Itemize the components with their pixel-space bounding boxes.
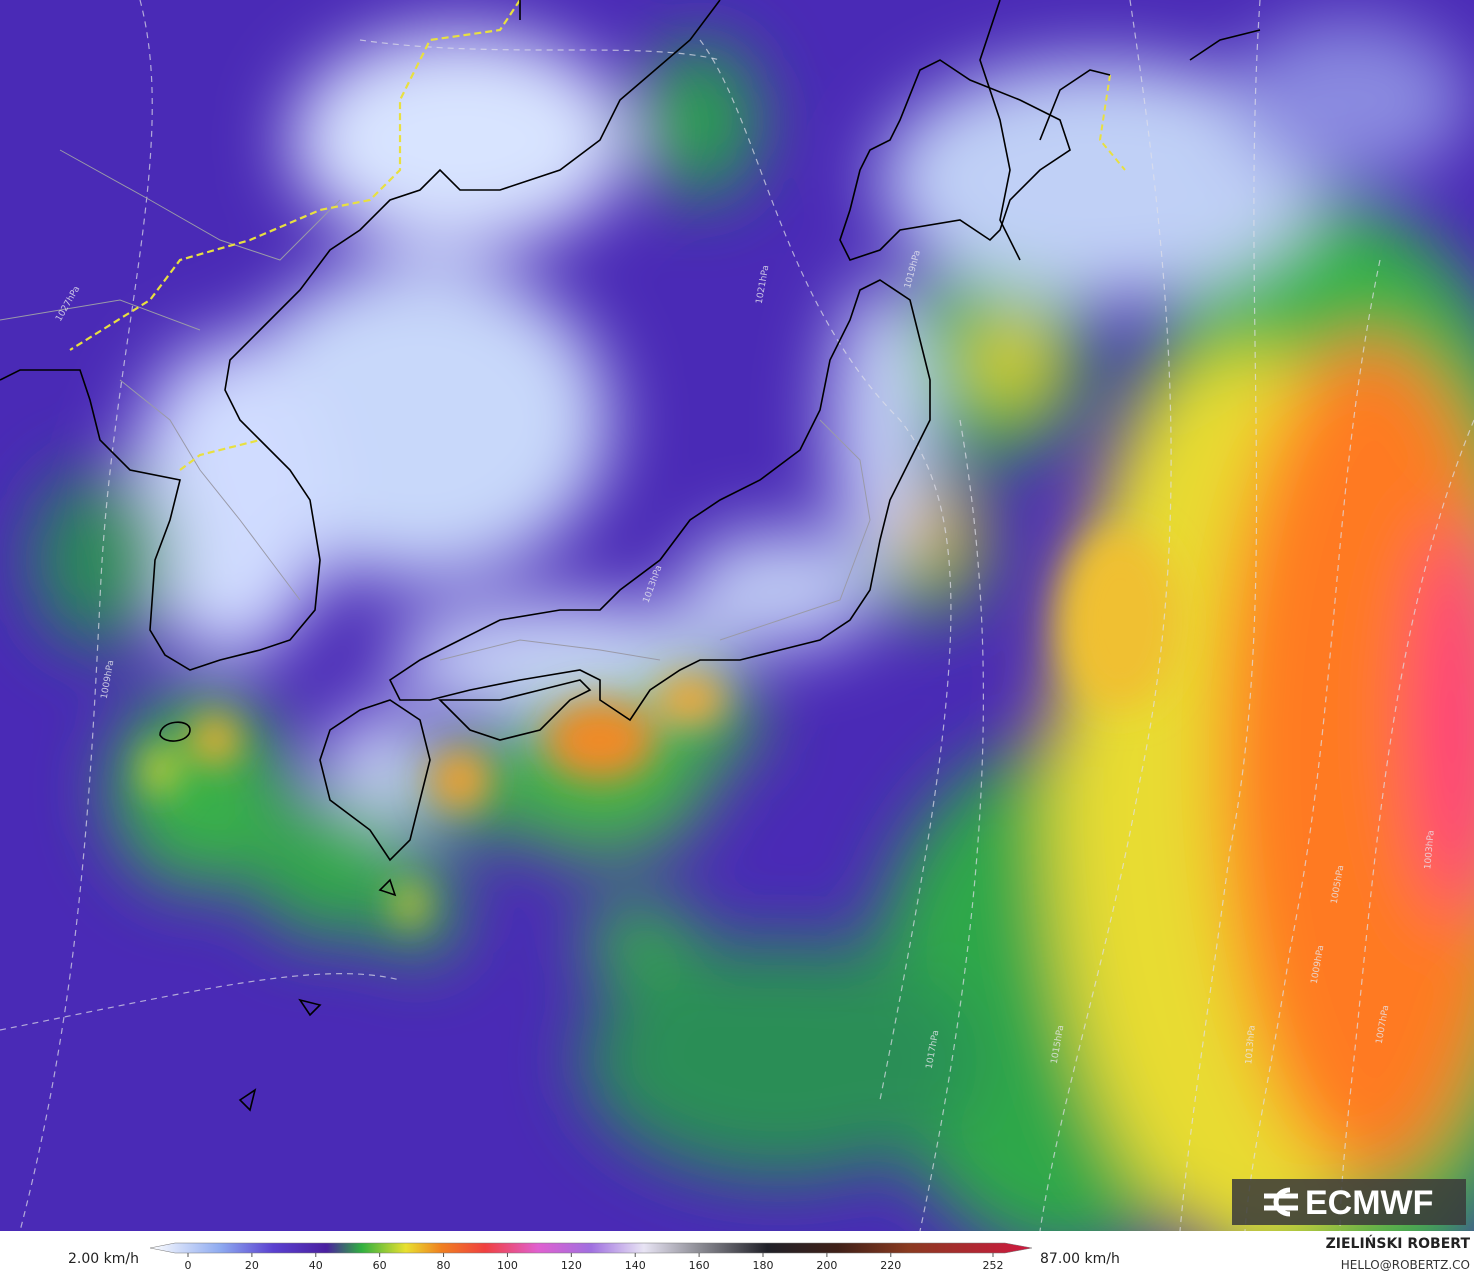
logo-background bbox=[1232, 1179, 1466, 1225]
colorbar bbox=[149, 1242, 1033, 1254]
contact: HELLO@ROBERTZ.CO bbox=[1341, 1258, 1470, 1272]
logo-mark bbox=[1264, 1187, 1298, 1217]
colorbar-tick-label: 200 bbox=[816, 1259, 837, 1272]
coastlines bbox=[0, 0, 1261, 1112]
colorbar-tick-label: 140 bbox=[625, 1259, 646, 1272]
colorbar-tick-label: 252 bbox=[983, 1259, 1004, 1272]
colorbar-tick-label: 100 bbox=[497, 1259, 518, 1272]
colorbar-tick-label: 180 bbox=[753, 1259, 774, 1272]
colorbar-tick-label: 160 bbox=[689, 1259, 710, 1272]
colorbar-tick-label: 60 bbox=[373, 1259, 387, 1272]
contour-label: 1013hPa bbox=[1244, 1025, 1257, 1065]
national-border bbox=[69, 0, 521, 351]
logo-text: ECMWF bbox=[1305, 1184, 1433, 1222]
colorbar-max-label: 87.00 km/h bbox=[1040, 1251, 1120, 1267]
colorbar-ticks: 0 20 40 60 80 100 120 140 160 180 200 220 252 bbox=[185, 1253, 1004, 1272]
colorbar-tick-label: 220 bbox=[880, 1259, 901, 1272]
borders bbox=[0, 149, 871, 661]
legend-strip: 2.00 km/h 87.00 km/h ZIELIŃSKI ROBERT HE… bbox=[68, 1234, 1471, 1272]
isobars bbox=[0, 0, 1474, 1231]
colorbar-tick-label: 40 bbox=[309, 1259, 323, 1272]
colorbar-tick-label: 0 bbox=[185, 1259, 192, 1272]
colorbar-tick-label: 20 bbox=[245, 1259, 259, 1272]
colorbar-tick-label: 120 bbox=[561, 1259, 582, 1272]
wind-map: 1027hPa 1021hPa 1019hPa1013hPa1009hPa1017h… bbox=[0, 0, 1474, 1231]
dmz-border bbox=[179, 438, 261, 471]
colorbar-min-label: 2.00 km/h bbox=[68, 1251, 139, 1267]
gust-cores bbox=[145, 530, 1180, 925]
contour-label: 1003hPa bbox=[1423, 830, 1436, 870]
sakhalin-border bbox=[1098, 74, 1126, 171]
colorbar-tick-label: 80 bbox=[437, 1259, 451, 1272]
logo-box: ECMWF bbox=[1232, 1179, 1466, 1225]
author: ZIELIŃSKI ROBERT bbox=[1326, 1234, 1471, 1252]
